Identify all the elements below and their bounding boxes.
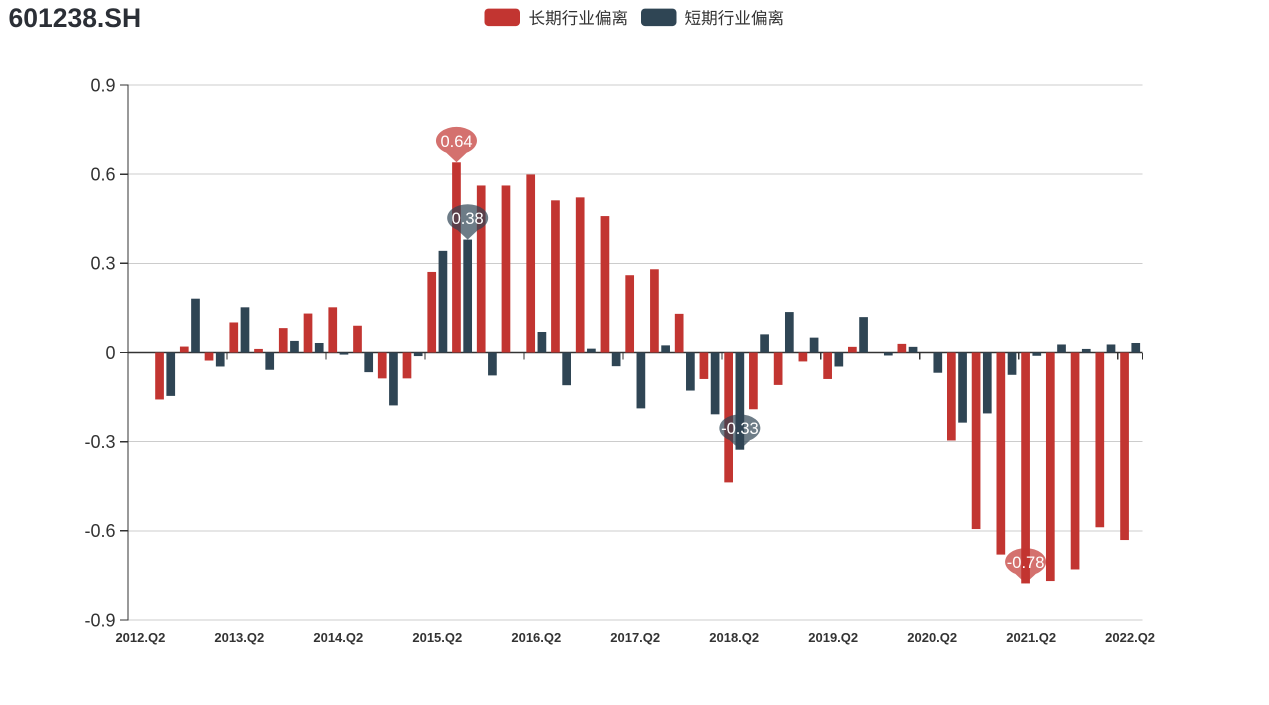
svg-text:2015.Q2: 2015.Q2 — [412, 630, 462, 645]
svg-text:2013.Q2: 2013.Q2 — [214, 630, 264, 645]
svg-text:2014.Q2: 2014.Q2 — [313, 630, 363, 645]
svg-text:-0.6: -0.6 — [84, 521, 115, 541]
svg-text:0.64: 0.64 — [440, 133, 472, 151]
svg-text:601238.SH: 601238.SH — [9, 3, 142, 33]
svg-text:0.3: 0.3 — [90, 254, 115, 274]
svg-text:2018.Q2: 2018.Q2 — [709, 630, 759, 645]
svg-text:2022.Q2: 2022.Q2 — [1105, 630, 1155, 645]
svg-text:2019.Q2: 2019.Q2 — [808, 630, 858, 645]
svg-text:0.6: 0.6 — [90, 165, 115, 185]
svg-text:2020.Q2: 2020.Q2 — [907, 630, 957, 645]
svg-text:-0.33: -0.33 — [721, 420, 759, 438]
svg-text:0.38: 0.38 — [452, 210, 484, 228]
svg-text:-0.3: -0.3 — [84, 432, 115, 452]
svg-text:-0.78: -0.78 — [1007, 554, 1045, 572]
svg-text:0.9: 0.9 — [90, 75, 115, 95]
svg-text:0: 0 — [105, 343, 115, 363]
svg-text:-0.9: -0.9 — [84, 610, 115, 630]
svg-text:2021.Q2: 2021.Q2 — [1006, 630, 1056, 645]
svg-text:2017.Q2: 2017.Q2 — [610, 630, 660, 645]
svg-text:2012.Q2: 2012.Q2 — [115, 630, 165, 645]
svg-text:2016.Q2: 2016.Q2 — [511, 630, 561, 645]
